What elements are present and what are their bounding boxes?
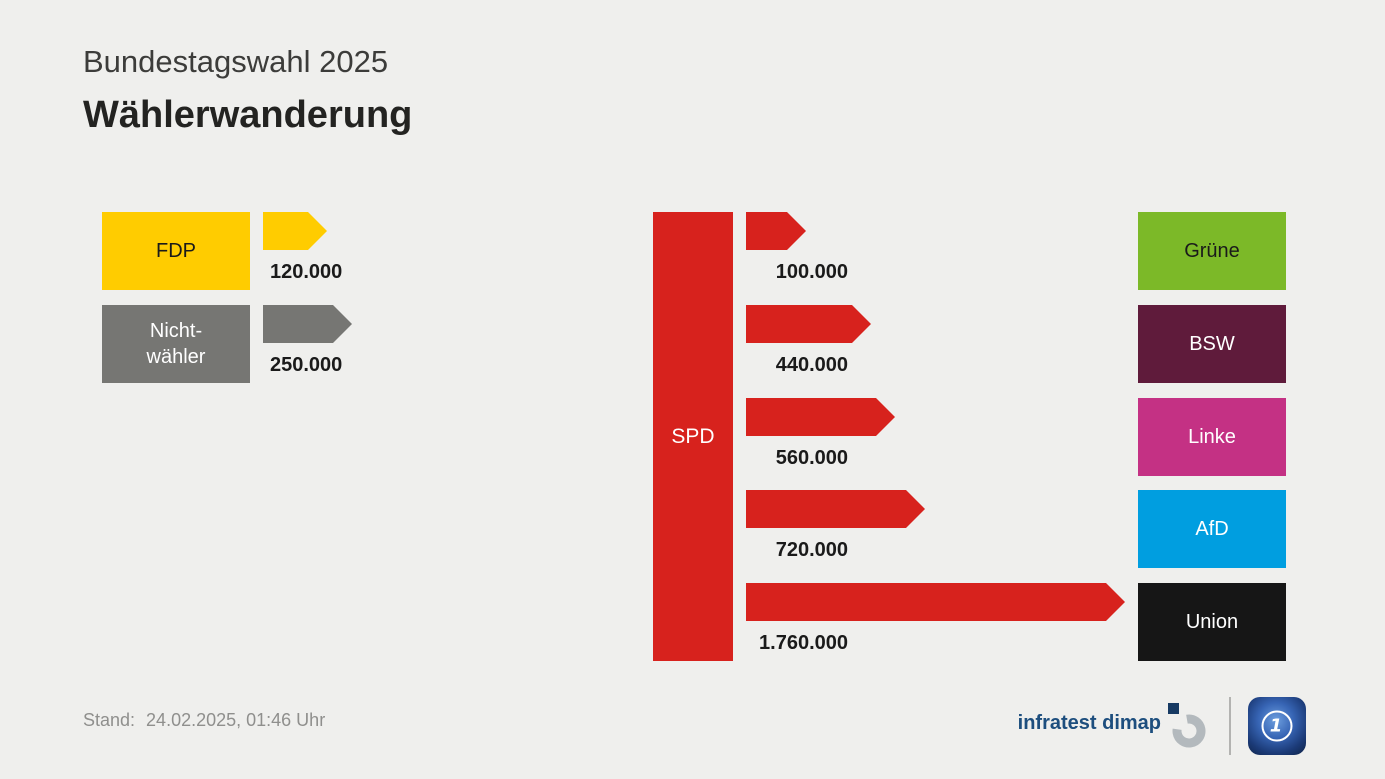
- flow-arrow-spd-to-afd: [746, 490, 925, 528]
- party-label-gruene: Grüne: [1184, 240, 1240, 262]
- flow-value-fdp: 120.000: [270, 261, 343, 283]
- party-label-union: Union: [1185, 611, 1239, 633]
- party-block-afd: AfD: [1138, 490, 1286, 568]
- ard-logo-ring: 1: [1261, 710, 1293, 742]
- flow-value-bsw: 440.000: [775, 354, 848, 376]
- chart-subtitle: Bundestagswahl 2025: [83, 44, 389, 79]
- flow-value-gruene: 100.000: [775, 261, 848, 283]
- party-label-fdp: FDP: [156, 240, 196, 262]
- stand-timestamp: Stand: 24.02.2025, 01:46 Uhr: [83, 710, 325, 731]
- ard-logo-icon: 1: [1248, 697, 1306, 755]
- party-label-nichtwaehler-line1: Nicht-: [149, 320, 203, 342]
- party-block-gruene: Grüne: [1138, 212, 1286, 290]
- footer-divider: [1229, 697, 1231, 755]
- flow-value-linke: 560.000: [775, 447, 848, 469]
- party-block-linke: Linke: [1138, 398, 1286, 476]
- flow-value-union: 1.760.000: [759, 632, 848, 654]
- flow-arrow-fdp-to-spd: [263, 212, 327, 250]
- party-label-afd: AfD: [1195, 518, 1229, 540]
- party-block-union: Union: [1138, 583, 1286, 661]
- party-block-fdp: FDP: [102, 212, 250, 290]
- flow-arrow-nichtwaehler-to-spd: [263, 305, 352, 343]
- party-label-bsw: BSW: [1189, 333, 1235, 355]
- party-block-bsw: BSW: [1138, 305, 1286, 383]
- stand-value: 24.02.2025, 01:46 Uhr: [146, 710, 326, 730]
- ard-logo-one: 1: [1269, 715, 1283, 736]
- party-block-nichtwaehler: Nicht- wähler: [102, 305, 250, 383]
- party-label-nichtwaehler-line2: wähler: [146, 346, 206, 368]
- flow-arrow-spd-to-bsw: [746, 305, 871, 343]
- chart-title: Wählerwanderung: [83, 94, 413, 136]
- infratest-dimap-wordmark: infratest dimap: [1017, 712, 1161, 734]
- party-label-spd: SPD: [671, 424, 715, 448]
- flow-value-afd: 720.000: [775, 539, 848, 561]
- flow-arrow-spd-to-union: [746, 583, 1125, 621]
- flow-arrow-spd-to-gruene: [746, 212, 806, 250]
- flow-arrow-spd-to-linke: [746, 398, 895, 436]
- stand-label: Stand:: [83, 710, 136, 730]
- infratest-dimap-logo-icon: [1168, 703, 1206, 748]
- party-label-linke: Linke: [1188, 426, 1236, 448]
- flow-value-nichtwaehler: 250.000: [270, 354, 343, 376]
- party-block-spd: SPD: [653, 212, 733, 661]
